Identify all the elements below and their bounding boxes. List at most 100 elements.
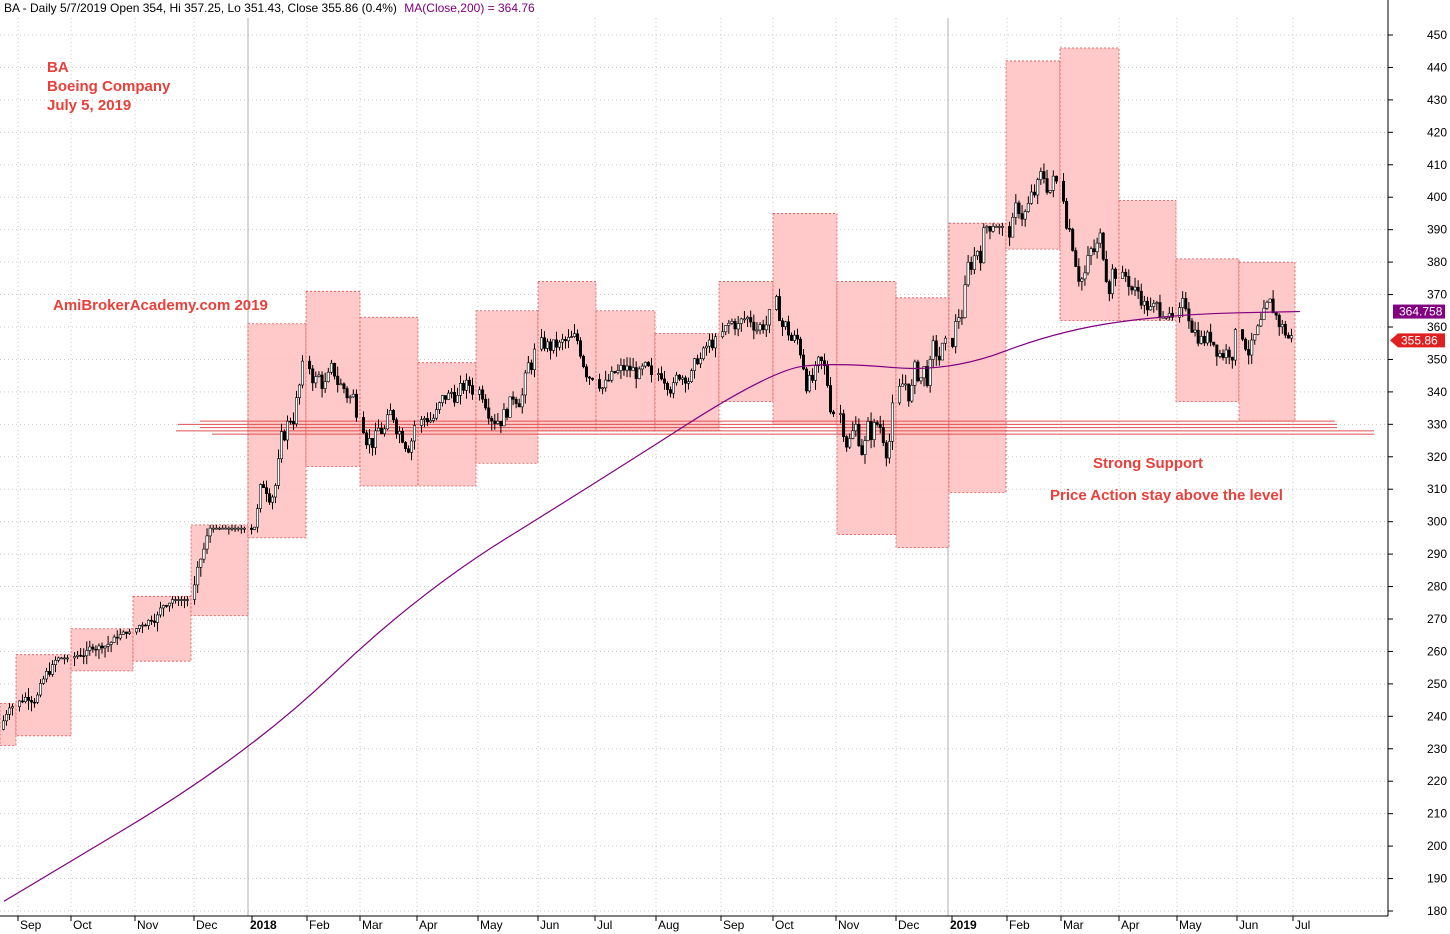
candle-body [323,381,327,389]
candle-body [539,337,543,350]
candle-body [551,339,555,351]
candle-body [590,377,594,380]
candle-body [901,383,905,387]
candle-body [943,337,947,344]
candle-body [1256,325,1260,335]
candle-body [851,430,855,439]
candle-body [671,382,675,394]
candle-body [50,664,54,675]
candle-body [1014,202,1018,218]
x-tick-label: Oct [775,918,794,932]
candle-body [887,441,891,459]
candle-body [32,701,36,704]
y-tick-label: 380 [1427,255,1447,269]
candle-body [1080,278,1084,282]
candle-body [467,379,471,386]
x-tick-label: Jun [1239,918,1258,932]
candle-body [367,438,371,446]
ma-line [3,310,1301,902]
y-tick-label: 450 [1427,28,1447,42]
candle-body [764,324,768,331]
candle-body [211,527,215,530]
candle-body [320,374,324,389]
y-tick-label: 190 [1427,872,1447,886]
candle-body [1033,191,1037,196]
candle-body [1202,335,1206,344]
candle-body [668,389,672,394]
candle-body [1283,323,1287,336]
candle-body [683,377,687,384]
candle-body [548,341,552,351]
candle-body [916,361,920,382]
candle-body [208,527,212,537]
candle-body [1170,312,1174,318]
candle-body [1274,312,1278,316]
candle-body [422,418,426,420]
candle-body [443,395,447,400]
candle-body [1206,331,1210,344]
candle-body [857,423,861,446]
y-tick-label: 350 [1427,352,1447,366]
candle-body [686,381,690,384]
candle-body [267,493,271,503]
candle-body [514,398,518,404]
candle-body [1077,266,1081,282]
candle-body [581,355,585,368]
candle-body [730,321,734,324]
candle-body [103,645,107,649]
candle-body [159,607,163,616]
candle-body [76,654,80,657]
candle-body [607,379,611,382]
candle-body [860,445,864,455]
y-tick-label: 430 [1427,93,1447,107]
candle-body [487,407,491,419]
candle-body [721,331,725,338]
candle-body [1167,312,1171,318]
y-tick-label: 200 [1427,839,1447,853]
x-tick-label: Jun [540,918,559,932]
range-box [718,281,774,403]
candle-body [461,383,465,391]
candle-body [931,340,935,360]
y-tick-label: 300 [1427,515,1447,529]
x-tick-label: Oct [73,918,92,932]
candle-body [777,296,781,322]
range-box [537,281,597,432]
candle-body [214,527,218,530]
candle-body [578,340,582,357]
y-tick-label: 370 [1427,288,1447,302]
candle-body [845,436,849,448]
range-box [895,297,950,549]
x-tick-label: Dec [898,918,919,932]
svg-text:364.758: 364.758 [1399,305,1443,319]
x-tick-label: Sep [20,918,42,932]
candle-body [288,420,292,423]
candle-body [446,392,450,400]
range-box [15,654,72,737]
candle-body [354,393,358,418]
candle-body [1199,335,1203,344]
candle-body [1224,349,1228,358]
candle-body [391,410,395,421]
candle-body [373,430,377,448]
candle-body [91,646,95,650]
candle-body [1065,201,1069,229]
candle-body [196,566,200,586]
x-tick-label: Jul [597,918,612,932]
candle-body [1158,302,1162,318]
candle-body [20,700,24,703]
candle-body [919,377,923,382]
candle-body [1017,202,1021,214]
close-value-badge: 355.86 [1390,333,1445,348]
candle-body [276,458,280,486]
candle-body [1124,271,1128,277]
y-tick-label: 390 [1427,223,1447,237]
candle-body [940,342,944,361]
candle-body [643,362,647,367]
x-tick-label: Apr [419,918,438,932]
candle-body [804,368,808,392]
candle-body [1130,286,1134,291]
candle-body [339,383,343,386]
candle-body [985,226,989,229]
